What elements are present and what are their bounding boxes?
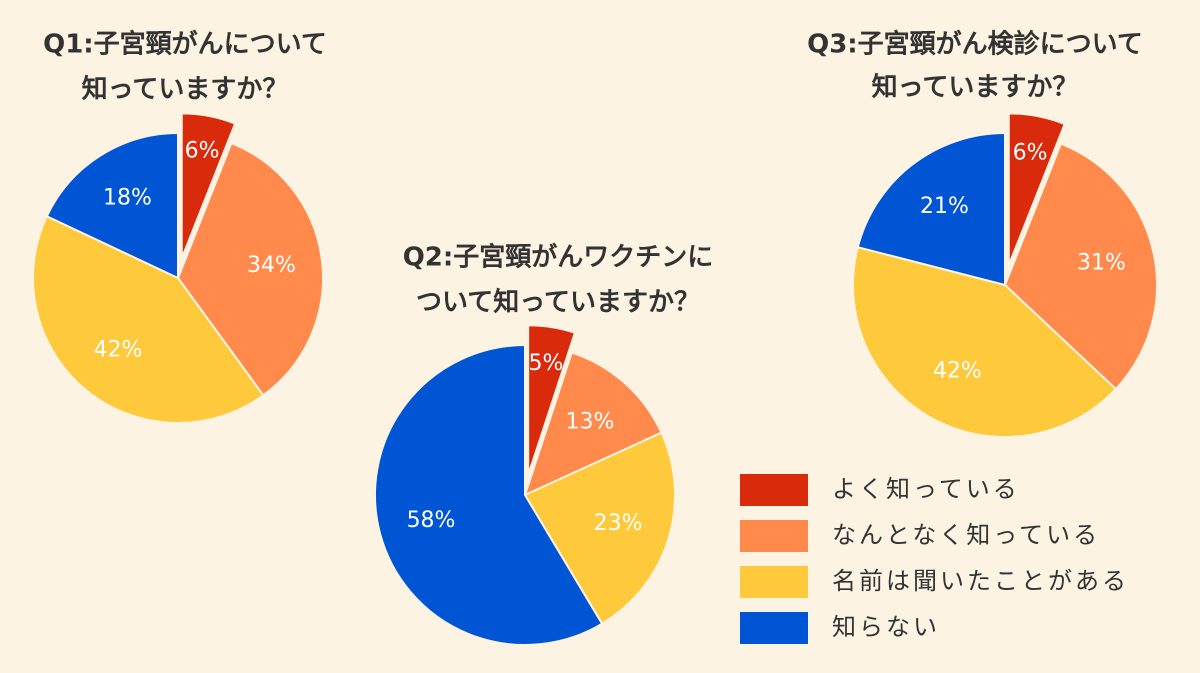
pie-slice — [852, 245, 1118, 438]
legend-swatch — [740, 520, 808, 552]
chart-title: Q2:子宮頸がんワクチンに — [403, 242, 714, 273]
legend-label: 知らない — [832, 613, 940, 641]
value-label: 18% — [103, 185, 152, 210]
chart-title: 知っていますか？ — [872, 73, 1079, 103]
value-label: 13% — [566, 409, 615, 434]
legend-label: 名前は聞いたことがある — [832, 567, 1129, 595]
value-label: 42% — [933, 359, 982, 384]
chart-title: Q3:子宮頸がん検診について — [807, 29, 1143, 60]
value-label: 5% — [528, 351, 563, 376]
legend-swatch — [740, 474, 808, 506]
value-label: 6% — [185, 139, 220, 164]
pie-slice — [374, 343, 604, 646]
chart-title: 知っていますか？ — [82, 75, 289, 105]
pie-slice — [523, 351, 663, 497]
value-label: 23% — [594, 511, 643, 536]
value-label: 21% — [920, 194, 969, 219]
legend-swatch — [740, 566, 808, 598]
legend-label: なんとなく知っている — [832, 521, 1100, 549]
pie-slice — [527, 324, 577, 476]
value-label: 34% — [247, 253, 296, 278]
pie-slice — [45, 131, 179, 280]
chart-title: ついて知っていますか？ — [416, 288, 700, 318]
legend-swatch — [740, 612, 808, 644]
value-label: 58% — [407, 508, 456, 533]
pie-slice — [180, 112, 237, 259]
pie-slice — [856, 131, 1006, 287]
value-label: 42% — [93, 338, 142, 363]
value-label: 31% — [1077, 250, 1126, 275]
chart-title: Q1:子宮頸がんについて — [43, 29, 327, 60]
pie-slice — [1003, 142, 1158, 391]
pie-slice — [1007, 112, 1066, 266]
pie-slice — [523, 431, 676, 626]
legend-label: よく知っている — [832, 475, 1020, 503]
pie-slice — [176, 141, 324, 397]
pie-slice — [32, 214, 265, 424]
value-label: 6% — [1013, 140, 1048, 165]
